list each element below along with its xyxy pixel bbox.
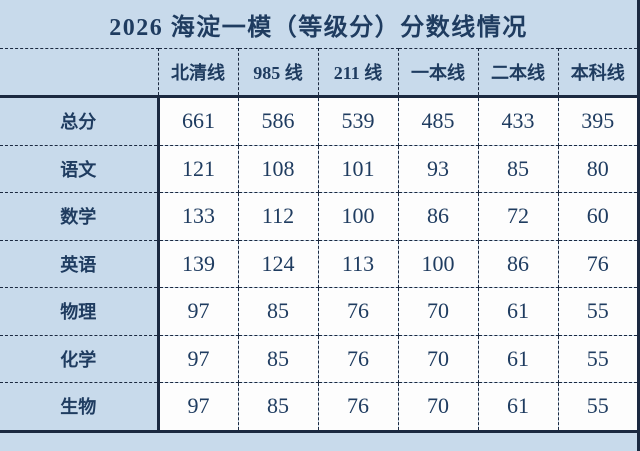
table-row-english: 英语 139 124 113 100 86 76 bbox=[0, 239, 637, 288]
row-header-chemistry: 化学 bbox=[0, 334, 160, 383]
table-cell: 76 bbox=[317, 334, 399, 383]
table-cell: 97 bbox=[157, 334, 239, 383]
table-cell: 395 bbox=[557, 96, 637, 146]
table-cell: 55 bbox=[557, 382, 637, 433]
table-row-physics: 物理 97 85 76 70 61 55 bbox=[0, 287, 637, 336]
table-cell: 70 bbox=[397, 334, 479, 383]
table-cell: 93 bbox=[397, 144, 479, 193]
row-header-english: 英语 bbox=[0, 239, 160, 288]
row-header-chinese: 语文 bbox=[0, 144, 160, 193]
table-row-biology: 生物 97 85 76 70 61 55 bbox=[0, 382, 637, 433]
table-cell: 101 bbox=[317, 144, 399, 193]
corner-cell bbox=[0, 48, 159, 98]
table-cell: 76 bbox=[317, 287, 399, 336]
table-cell: 76 bbox=[317, 382, 399, 433]
column-header-985: 985 线 bbox=[237, 48, 319, 98]
score-table: 北清线 985 线 211 线 一本线 二本线 本科线 总分 661 586 5… bbox=[0, 48, 637, 433]
table-cell: 133 bbox=[157, 192, 239, 241]
table-cell: 97 bbox=[157, 382, 239, 433]
column-header-beiqing: 北清线 bbox=[157, 48, 239, 98]
table-cell: 100 bbox=[397, 239, 479, 288]
column-header-yiben: 一本线 bbox=[397, 48, 479, 98]
row-header-physics: 物理 bbox=[0, 287, 160, 336]
table-cell: 113 bbox=[317, 239, 399, 288]
table-row-chinese: 语文 121 108 101 93 85 80 bbox=[0, 144, 637, 193]
table-cell: 55 bbox=[557, 287, 637, 336]
row-header-biology: 生物 bbox=[0, 382, 160, 433]
header-row: 北清线 985 线 211 线 一本线 二本线 本科线 bbox=[0, 48, 637, 98]
table-cell: 108 bbox=[237, 144, 319, 193]
table-cell: 72 bbox=[477, 192, 559, 241]
table-cell: 661 bbox=[157, 96, 239, 146]
table-cell: 61 bbox=[477, 334, 559, 383]
table-cell: 139 bbox=[157, 239, 239, 288]
table-cell: 55 bbox=[557, 334, 637, 383]
table-cell: 61 bbox=[477, 382, 559, 433]
table-cell: 70 bbox=[397, 382, 479, 433]
table-cell: 85 bbox=[237, 334, 319, 383]
table-cell: 433 bbox=[477, 96, 559, 146]
table-cell: 60 bbox=[557, 192, 637, 241]
table-row-chemistry: 化学 97 85 76 70 61 55 bbox=[0, 334, 637, 383]
table-cell: 586 bbox=[237, 96, 319, 146]
table-cell: 100 bbox=[317, 192, 399, 241]
row-header-math: 数学 bbox=[0, 192, 160, 241]
row-header-total: 总分 bbox=[0, 96, 160, 146]
table-cell: 76 bbox=[557, 239, 637, 288]
table-cell: 86 bbox=[397, 192, 479, 241]
column-header-benke: 本科线 bbox=[557, 48, 637, 98]
table-cell: 112 bbox=[237, 192, 319, 241]
table-cell: 97 bbox=[157, 287, 239, 336]
column-header-211: 211 线 bbox=[317, 48, 399, 98]
table-cell: 80 bbox=[557, 144, 637, 193]
table-cell: 121 bbox=[157, 144, 239, 193]
table-cell: 539 bbox=[317, 96, 399, 146]
table-cell: 70 bbox=[397, 287, 479, 336]
table-cell: 124 bbox=[237, 239, 319, 288]
table-cell: 85 bbox=[237, 382, 319, 433]
table-cell: 85 bbox=[237, 287, 319, 336]
table-row-math: 数学 133 112 100 86 72 60 bbox=[0, 192, 637, 241]
column-header-erben: 二本线 bbox=[477, 48, 559, 98]
table-cell: 86 bbox=[477, 239, 559, 288]
table-cell: 85 bbox=[477, 144, 559, 193]
table-cell: 61 bbox=[477, 287, 559, 336]
table-cell: 485 bbox=[397, 96, 479, 146]
page-title: 2026 海淀一模（等级分）分数线情况 bbox=[109, 14, 528, 41]
table-row-total: 总分 661 586 539 485 433 395 bbox=[0, 96, 637, 146]
